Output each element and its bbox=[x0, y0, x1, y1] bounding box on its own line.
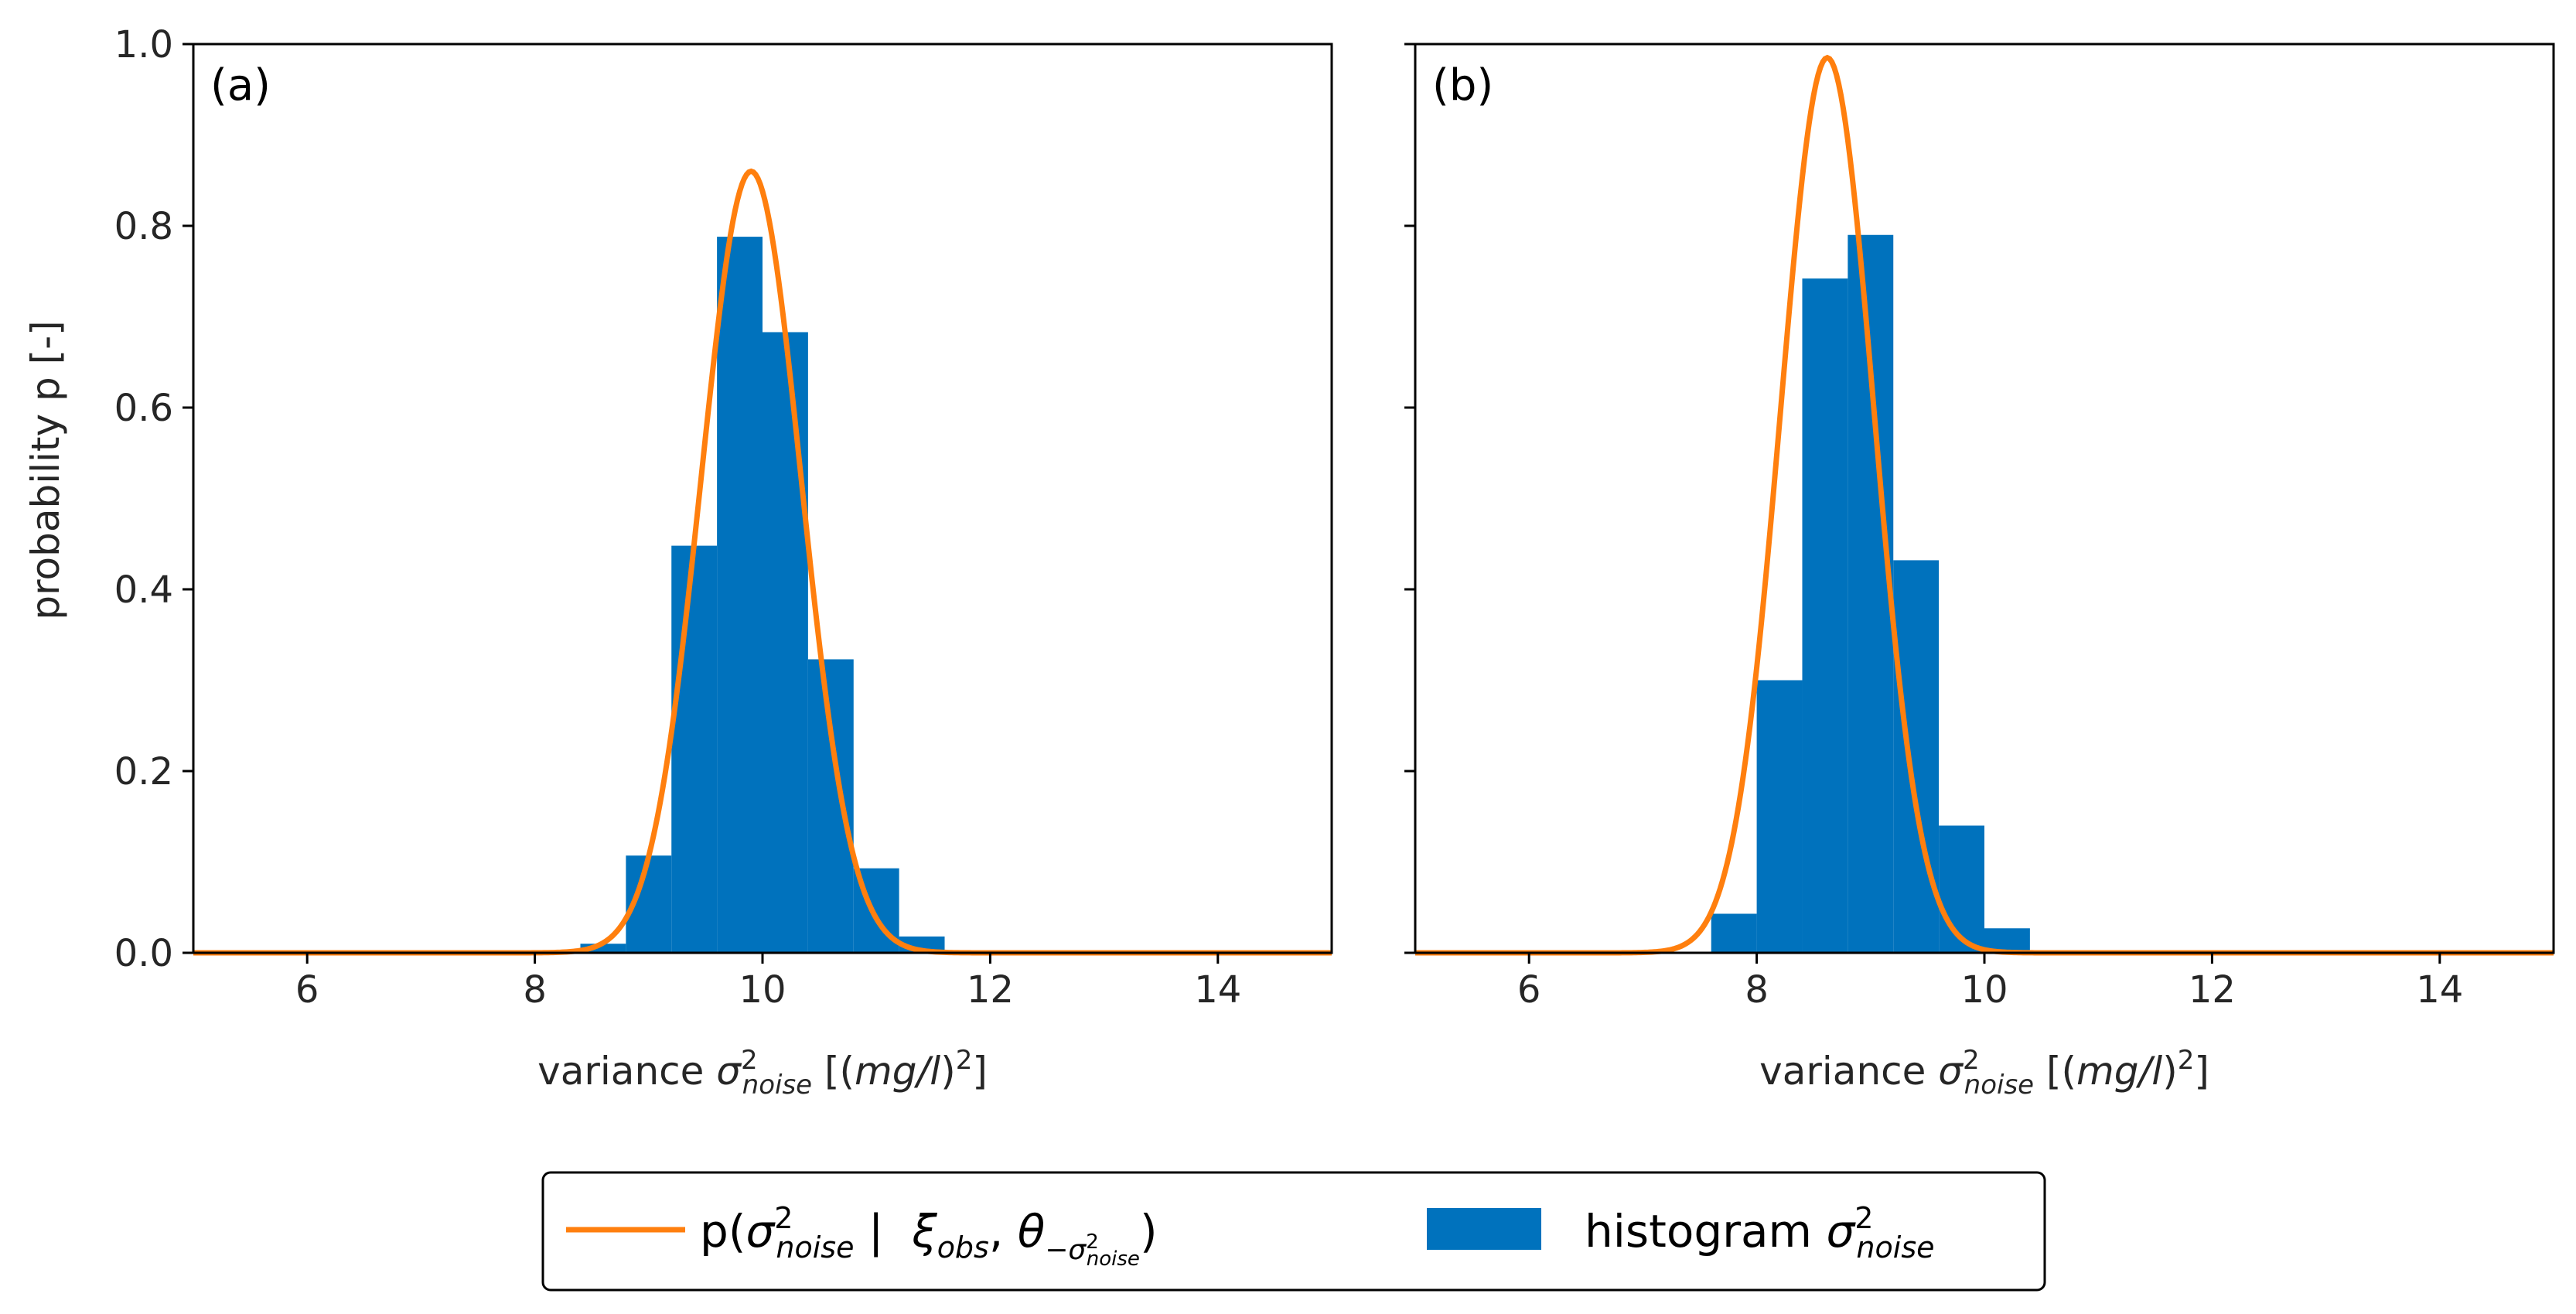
y-tick-label: 0.8 bbox=[114, 205, 173, 248]
x-tick-label: 6 bbox=[1517, 968, 1541, 1012]
histogram-bar bbox=[717, 237, 763, 954]
y-axis-label: probability p [-] bbox=[23, 320, 68, 619]
panel-a: 6 8 10 12 14 0.0 0.2 0.4 0.6 0.8 1.0 (a) variance… bbox=[23, 23, 1333, 1101]
legend-histogram-swatch bbox=[1427, 1208, 1541, 1250]
x-axis-label-b: variance σ2 noise [(mg/l)2] bbox=[1759, 1045, 2209, 1101]
y-tick-label: 0.2 bbox=[114, 750, 173, 794]
histogram-bar bbox=[671, 545, 718, 953]
legend-box bbox=[541, 1171, 2046, 1292]
histogram-bar bbox=[1802, 278, 1848, 953]
y-ticks-a: 0.0 0.2 0.4 0.6 0.8 1.0 bbox=[114, 23, 193, 975]
legend-histogram-label: histogram σ2 noise bbox=[1585, 1201, 1935, 1265]
x-ticks-b: 6 8 10 12 14 bbox=[1517, 953, 2463, 1012]
histogram-bars-a bbox=[580, 237, 945, 954]
x-tick-label: 8 bbox=[1745, 968, 1769, 1012]
x-tick-label: 6 bbox=[295, 968, 319, 1012]
y-tick-label: 1.0 bbox=[114, 23, 173, 67]
x-tick-label: 14 bbox=[1194, 968, 1241, 1012]
legend-curve-label: p(σ2 noise | ξobs, θ−σ2 noise) bbox=[700, 1201, 1158, 1271]
histogram-bar bbox=[1711, 913, 1757, 953]
legend: p(σ2 noise | ξobs, θ−σ2 noise) histogram σ… bbox=[541, 1171, 2046, 1292]
histogram-bar bbox=[1893, 560, 1940, 953]
x-tick-label: 12 bbox=[2189, 968, 2236, 1012]
x-tick-label: 12 bbox=[967, 968, 1014, 1012]
histogram-bar bbox=[1939, 825, 1984, 953]
panel-b: 6 8 10 12 14 (b) variance σ2 noise [(mg/l)2] bbox=[1404, 43, 2555, 1101]
x-tick-label: 10 bbox=[739, 968, 786, 1012]
y-ticks-b bbox=[1404, 43, 1415, 954]
histogram-bar bbox=[1756, 680, 1803, 953]
x-axis-label-a: variance σ2 noise [(mg/l)2] bbox=[537, 1045, 988, 1101]
histogram-bar bbox=[580, 944, 626, 953]
histogram-bar bbox=[807, 659, 854, 953]
x-ticks-a: 6 8 10 12 14 bbox=[295, 953, 1241, 1012]
x-tick-label: 14 bbox=[2416, 968, 2463, 1012]
histogram-bars-b bbox=[1711, 234, 2076, 953]
x-tick-label: 10 bbox=[1960, 968, 2008, 1012]
y-tick-label: 0.0 bbox=[114, 932, 173, 975]
panel-label-b: (b) bbox=[1432, 60, 1493, 111]
y-tick-label: 0.4 bbox=[114, 568, 173, 612]
axes-frame-b bbox=[1414, 43, 2555, 954]
x-tick-label: 8 bbox=[523, 968, 547, 1012]
y-tick-label: 0.6 bbox=[114, 387, 173, 430]
panel-label-a: (a) bbox=[210, 60, 271, 111]
posterior-curve-b bbox=[1415, 54, 2554, 956]
histogram-bar bbox=[763, 332, 808, 954]
